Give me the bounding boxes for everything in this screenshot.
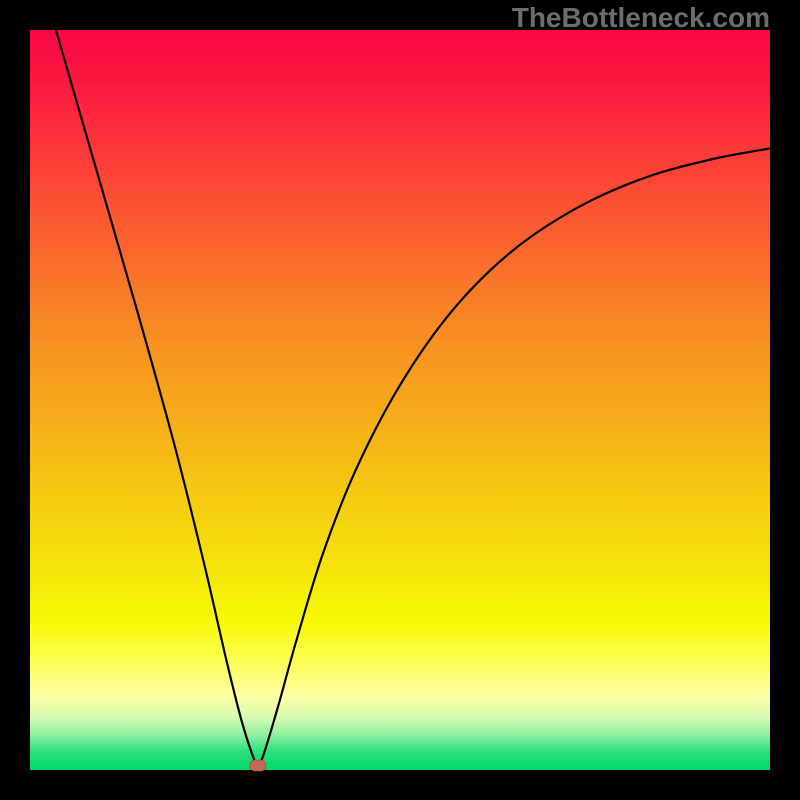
minimum-marker (250, 760, 266, 771)
chart-container: TheBottleneck.com (0, 0, 800, 800)
watermark-text: TheBottleneck.com (512, 2, 770, 34)
bottleneck-curve (56, 30, 770, 766)
curve-overlay (0, 0, 800, 800)
